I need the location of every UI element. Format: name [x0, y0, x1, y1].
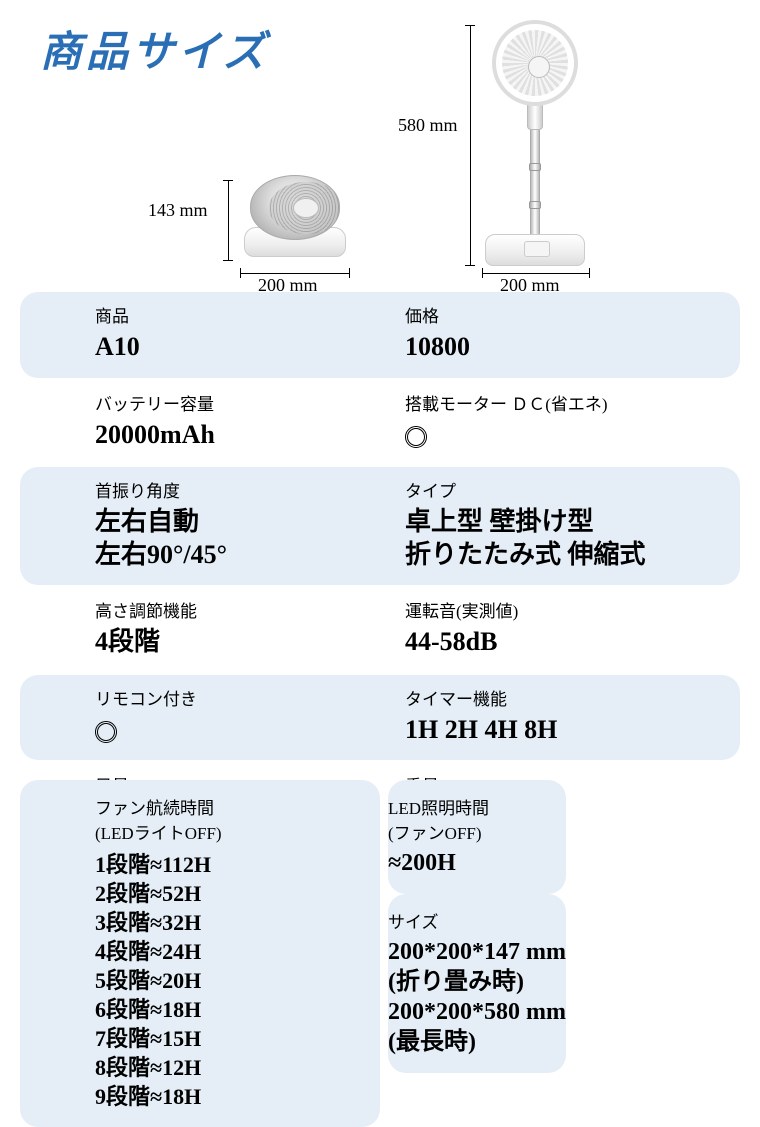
spec-value: 20000mAh: [95, 419, 385, 452]
spec-cell: 運転音(実測値) 44-58dB: [385, 597, 740, 659]
spec-label: 首振り角度: [95, 477, 385, 502]
fan-runtime-card: ファン航続時間(LEDライトOFF) 1段階≈112H2段階≈52H3段階≈32…: [20, 780, 380, 1127]
spec-value: 10800: [405, 331, 740, 364]
spec-table: 商品 A10 価格 10800 バッテリー容量 20000mAh 搭載モーター ＤＣ(省エネ…: [20, 292, 740, 850]
bottom-cards: ファン航続時間(LEDライトOFF) 1段階≈112H2段階≈52H3段階≈32…: [20, 780, 740, 1127]
spec-cell: バッテリー容量 20000mAh: [20, 390, 385, 452]
size-diagram: 143 mm 200 mm 580 mm 200 mm: [150, 15, 730, 295]
extended-height-label: 580 mm: [398, 115, 458, 136]
fan-runtime-list: 1段階≈112H2段階≈52H3段階≈32H4段階≈24H5段階≈20H6段階≈…: [95, 850, 360, 1111]
spec-value: [405, 419, 740, 452]
spec-value: 1H 2H 4H 8H: [405, 714, 740, 747]
spec-row: バッテリー容量 20000mAh 搭載モーター ＤＣ(省エネ): [20, 380, 740, 466]
spec-value: 4段階: [95, 626, 385, 659]
spec-cell: 商品 A10: [20, 302, 385, 364]
spec-label: 運転音(実測値): [405, 597, 740, 622]
spec-value: 左右自動左右90°/45°: [95, 506, 385, 571]
led-runtime-label: LED照明時間(ファンOFF): [388, 794, 566, 844]
spec-label: タイマー機能: [405, 685, 740, 710]
spec-row: リモコン付きタイマー機能 1H 2H 4H 8H: [20, 675, 740, 761]
led-runtime-value: ≈200H: [388, 848, 566, 878]
spec-label: 高さ調節機能: [95, 597, 385, 622]
size-card: サイズ 200*200*147 mm(折り畳み時)200*200*580 mm(…: [388, 894, 566, 1073]
fan-runtime-label: ファン航続時間(LEDライトOFF): [95, 794, 360, 844]
double-circle-icon: [405, 426, 427, 448]
spec-label: タイプ: [405, 477, 740, 502]
spec-row: 高さ調節機能 4段階運転音(実測値) 44-58dB: [20, 587, 740, 673]
spec-label: バッテリー容量: [95, 390, 385, 415]
fan-folded-illustration: [240, 175, 350, 260]
spec-label: リモコン付き: [95, 685, 385, 710]
spec-label: 商品: [95, 302, 385, 327]
spec-cell: タイマー機能 1H 2H 4H 8H: [385, 685, 740, 747]
fan-extended-illustration: [480, 20, 590, 268]
spec-value: [95, 714, 385, 747]
spec-row: 首振り角度左右自動左右90°/45°タイプ卓上型 壁掛け型折りたたみ式 伸縮式: [20, 467, 740, 585]
folded-height-label: 143 mm: [148, 200, 208, 221]
spec-row: 商品 A10 価格 10800: [20, 292, 740, 378]
spec-cell: 搭載モーター ＤＣ(省エネ): [385, 390, 740, 452]
size-label: サイズ: [388, 908, 566, 933]
size-value: 200*200*147 mm(折り畳み時)200*200*580 mm(最長時): [388, 937, 566, 1057]
spec-value: 卓上型 壁掛け型折りたたみ式 伸縮式: [405, 506, 740, 571]
led-runtime-card: LED照明時間(ファンOFF) ≈200H: [388, 780, 566, 894]
double-circle-icon: [95, 721, 117, 743]
spec-cell: 価格 10800: [385, 302, 740, 364]
spec-label: 搭載モーター ＤＣ(省エネ): [405, 390, 740, 415]
spec-label: 価格: [405, 302, 740, 327]
spec-cell: タイプ卓上型 壁掛け型折りたたみ式 伸縮式: [385, 477, 740, 571]
spec-value: 44-58dB: [405, 626, 740, 659]
spec-cell: リモコン付き: [20, 685, 385, 747]
spec-cell: 高さ調節機能 4段階: [20, 597, 385, 659]
spec-cell: 首振り角度左右自動左右90°/45°: [20, 477, 385, 571]
spec-value: A10: [95, 331, 385, 364]
